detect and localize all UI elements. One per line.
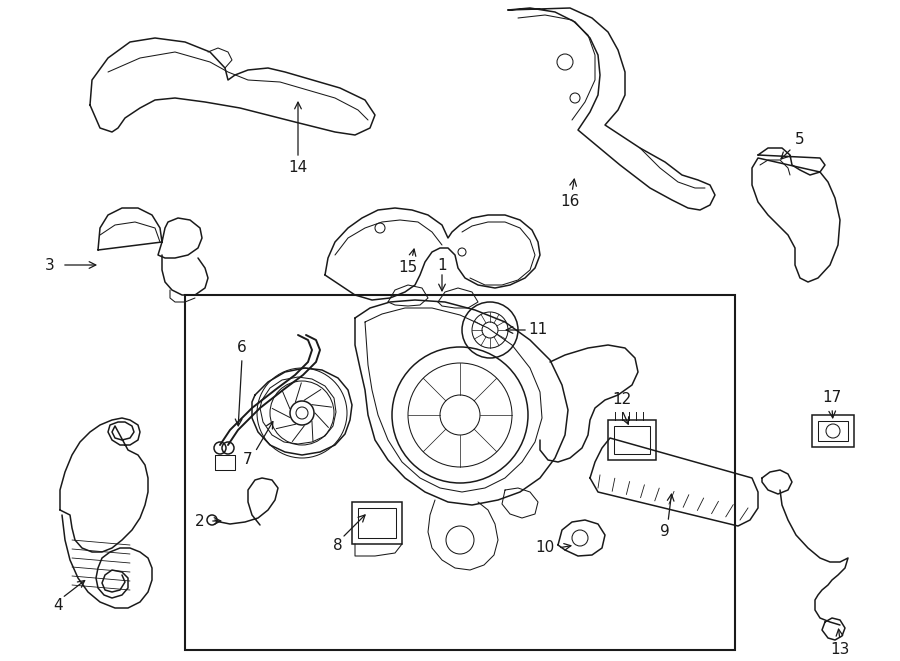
Text: 7: 7 <box>243 453 253 467</box>
Bar <box>812 415 854 447</box>
Text: 12: 12 <box>612 393 632 407</box>
Text: 13: 13 <box>831 642 850 658</box>
Text: 2: 2 <box>195 514 205 529</box>
Text: 15: 15 <box>399 260 418 276</box>
Bar <box>614 426 650 454</box>
Text: 1: 1 <box>437 258 446 272</box>
Text: 9: 9 <box>660 524 670 539</box>
Text: 11: 11 <box>528 323 547 338</box>
Text: 3: 3 <box>45 258 55 272</box>
Text: 6: 6 <box>237 340 247 356</box>
Text: 5: 5 <box>796 132 805 147</box>
Bar <box>352 502 402 544</box>
Text: 16: 16 <box>561 194 580 210</box>
Text: 10: 10 <box>536 541 554 555</box>
Bar <box>185 295 735 650</box>
Bar <box>608 420 656 460</box>
Text: 4: 4 <box>53 598 63 613</box>
Bar <box>358 508 396 538</box>
Text: 14: 14 <box>288 161 308 176</box>
Text: 8: 8 <box>333 539 343 553</box>
Text: 17: 17 <box>823 391 842 405</box>
Bar <box>818 421 848 441</box>
